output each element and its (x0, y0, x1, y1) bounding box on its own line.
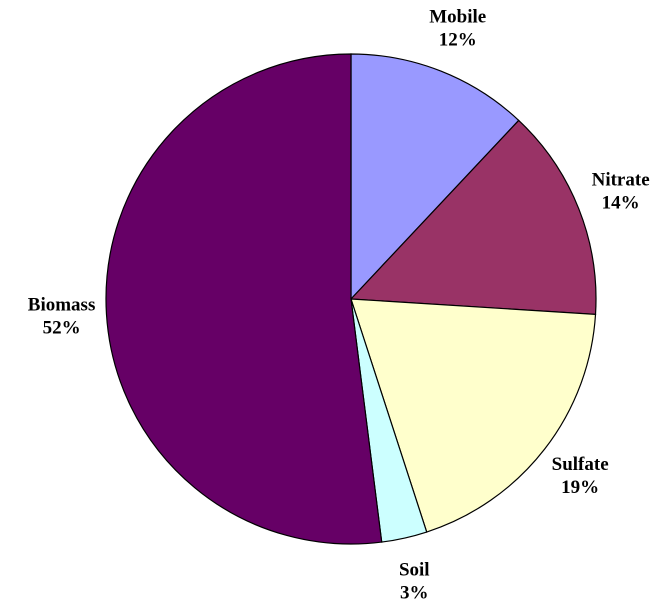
slice-value-label: 19% (561, 477, 599, 498)
pie-slice (350, 298, 597, 533)
slice-value-label: 12% (439, 30, 477, 51)
slice-label: Sulfate (552, 454, 609, 475)
slice-value-label: 3% (400, 582, 429, 603)
pie-slice (105, 53, 383, 545)
slice-label: Biomass (28, 295, 96, 316)
slice-label: Nitrate (592, 170, 650, 191)
slice-label: Mobile (429, 7, 486, 28)
pie-slice (349, 119, 597, 316)
pie-slice (350, 53, 520, 301)
slice-value-label: 14% (602, 193, 640, 214)
slice-label: Soil (399, 559, 430, 580)
slice-value-label: 52% (43, 318, 81, 339)
